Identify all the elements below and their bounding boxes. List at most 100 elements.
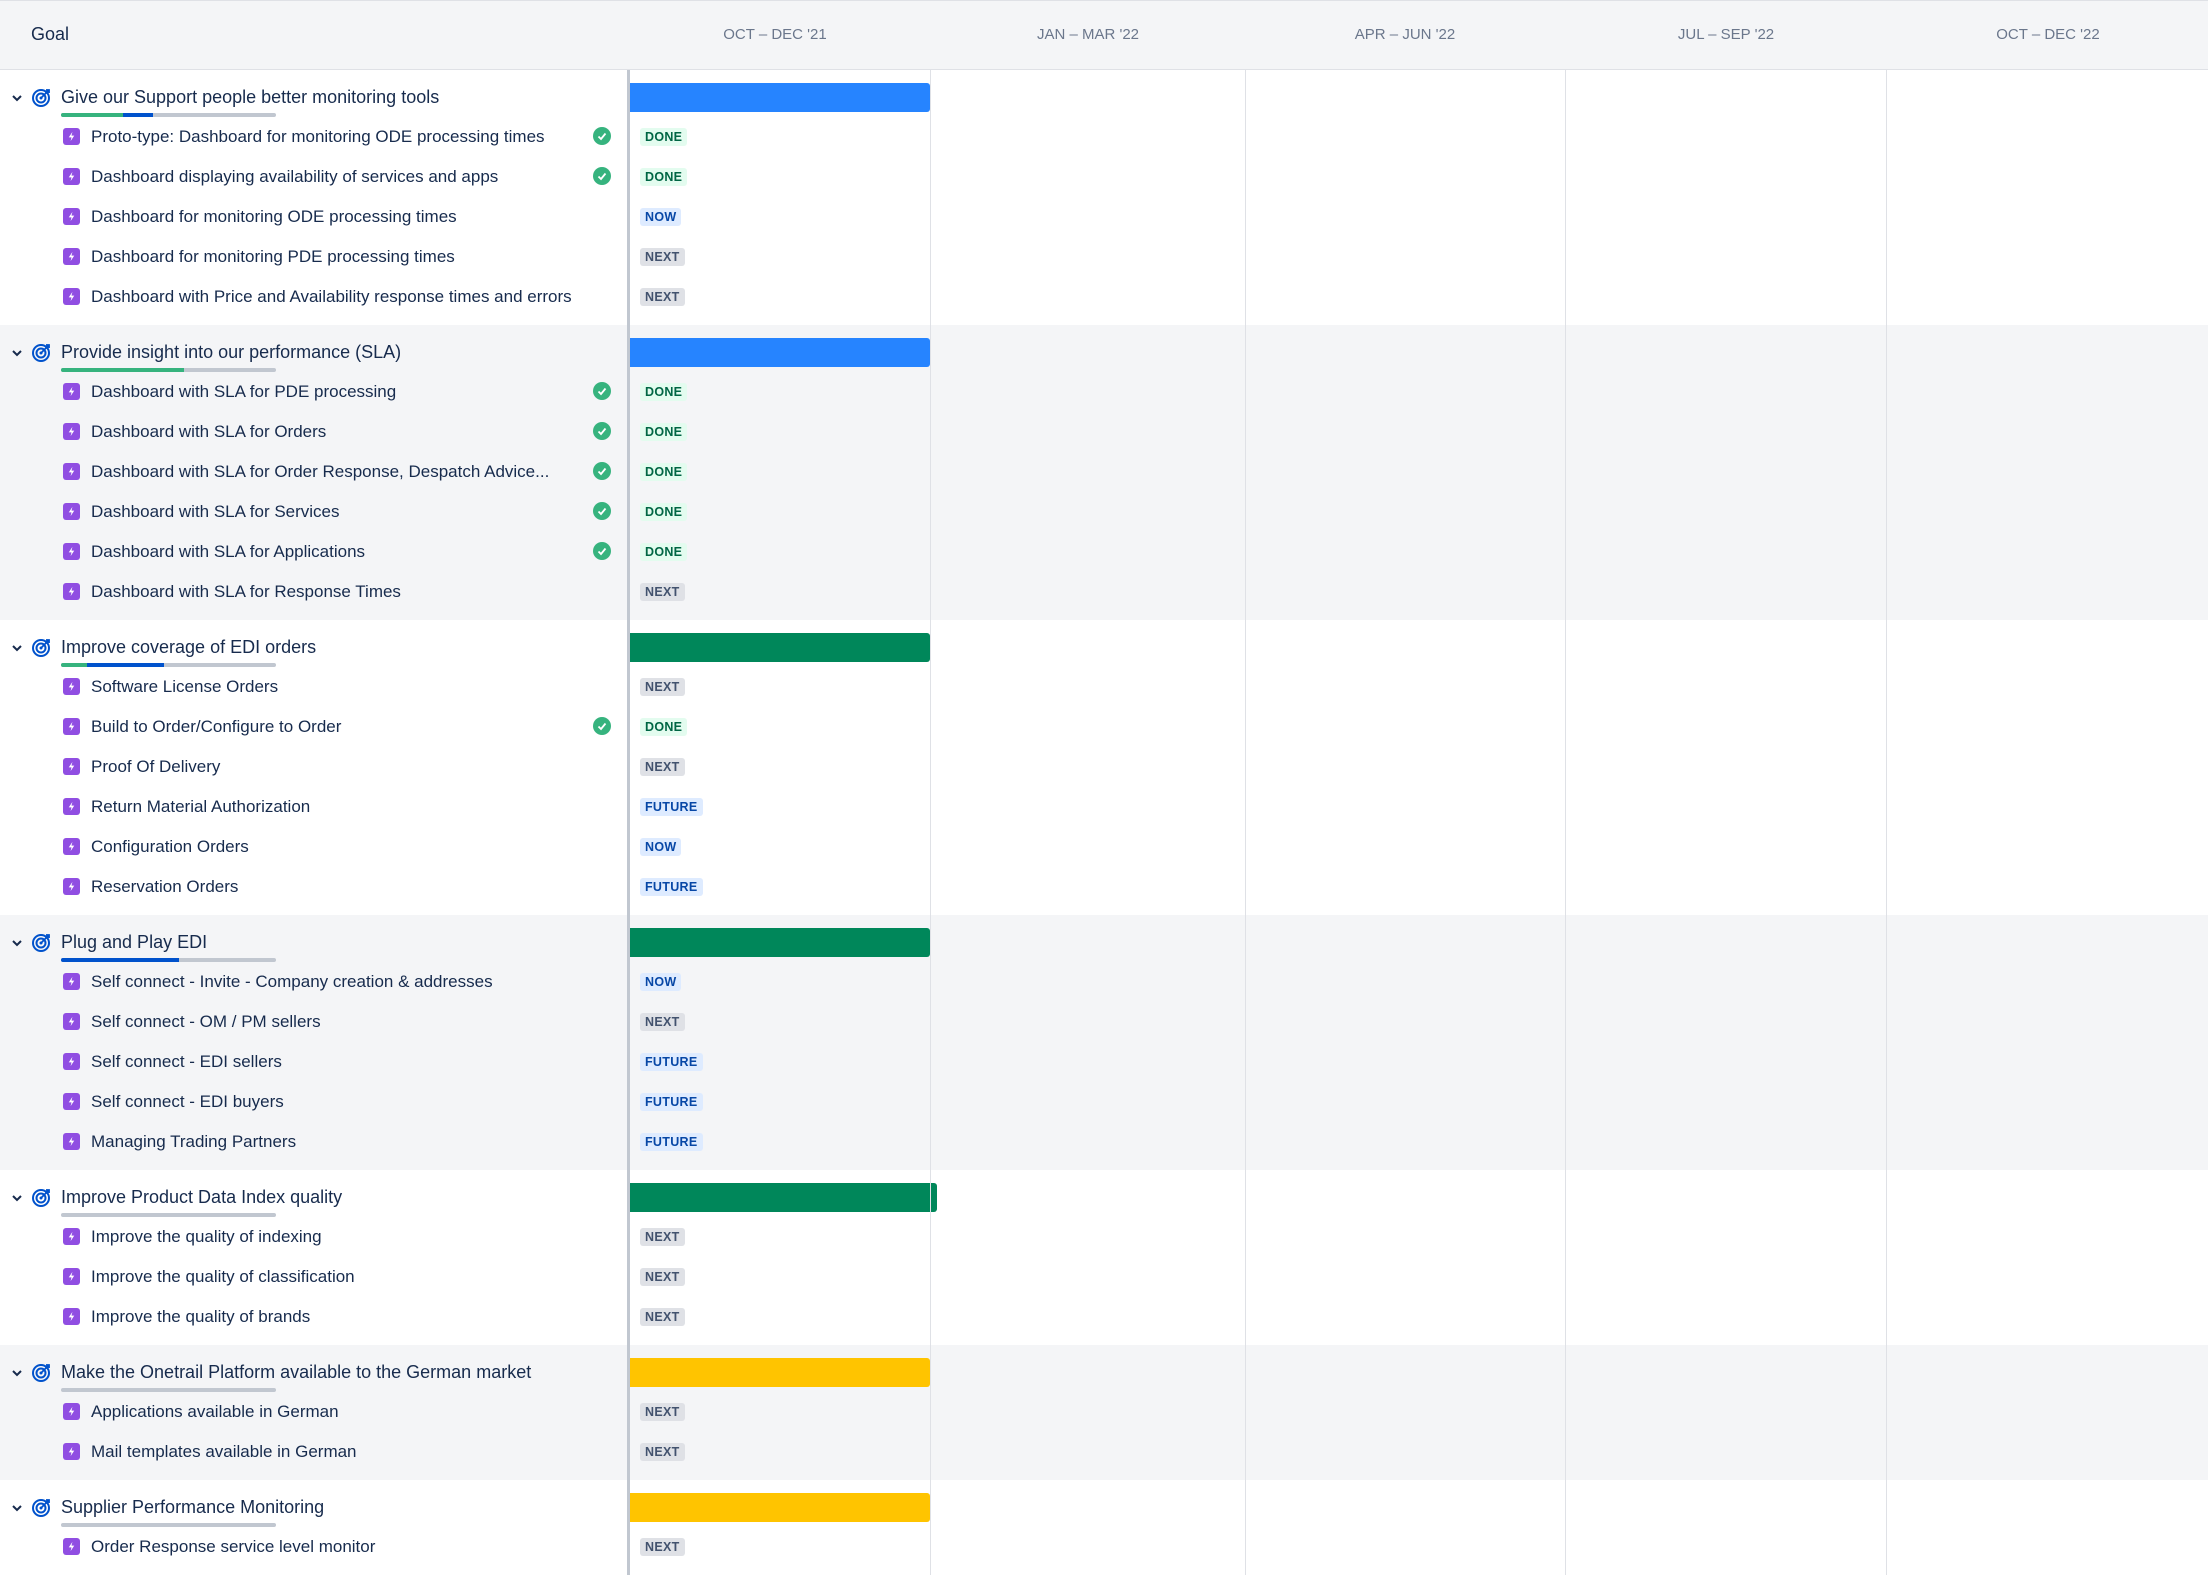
epic-title[interactable]: Dashboard with SLA for PDE processing <box>91 382 397 401</box>
goal-title[interactable]: Supplier Performance Monitoring <box>61 1497 325 1517</box>
progress-done-segment <box>61 368 184 372</box>
status-lozenge: DONE <box>640 383 688 401</box>
epic-title[interactable]: Dashboard with SLA for Services <box>91 502 340 521</box>
epic-lightning-icon <box>63 1053 80 1070</box>
status-lozenge: NOW <box>640 208 682 226</box>
epic-title[interactable]: Dashboard for monitoring PDE processing … <box>91 247 455 266</box>
status-lozenge: DONE <box>640 503 688 521</box>
complete-check-icon <box>593 502 611 520</box>
epic-lightning-icon <box>63 1268 80 1285</box>
epic-title[interactable]: Dashboard with SLA for Order Response, D… <box>91 462 550 481</box>
epic-title[interactable]: Self connect - EDI sellers <box>91 1052 282 1071</box>
goal-group <box>0 325 2208 620</box>
status-lozenge: NEXT <box>640 1013 685 1031</box>
epic-title[interactable]: Dashboard displaying availability of ser… <box>91 167 499 186</box>
epic-lightning-icon <box>63 248 80 265</box>
epic-title[interactable]: Reservation Orders <box>91 877 239 896</box>
goal-timeline-bar[interactable] <box>630 338 930 367</box>
status-lozenge: NEXT <box>640 248 685 266</box>
goal-target-icon <box>32 1187 52 1207</box>
goal-column-divider[interactable] <box>627 0 630 1575</box>
collapse-chevron-icon[interactable] <box>10 936 24 950</box>
epic-title[interactable]: Dashboard with Price and Availability re… <box>91 287 572 306</box>
period-header-4: JUL – SEP '22 <box>1677 26 1775 43</box>
epic-lightning-icon <box>63 1443 80 1460</box>
epic-lightning-icon <box>63 168 80 185</box>
epic-lightning-icon <box>63 583 80 600</box>
epic-lightning-icon <box>63 878 80 895</box>
epic-title[interactable]: Mail templates available in German <box>91 1442 357 1461</box>
status-lozenge: NEXT <box>640 1268 685 1286</box>
epic-lightning-icon <box>63 288 80 305</box>
epic-title[interactable]: Proof Of Delivery <box>91 757 221 776</box>
epic-lightning-icon <box>63 383 80 400</box>
goal-timeline-bar[interactable] <box>630 83 930 112</box>
goal-timeline-bar[interactable] <box>630 633 930 662</box>
collapse-chevron-icon[interactable] <box>10 641 24 655</box>
status-lozenge: DONE <box>640 423 688 441</box>
epic-title[interactable]: Build to Order/Configure to Order <box>91 717 342 736</box>
epic-title[interactable]: Proto-type: Dashboard for monitoring ODE… <box>91 127 545 146</box>
epic-lightning-icon <box>63 423 80 440</box>
status-lozenge: FUTURE <box>640 1093 703 1111</box>
goal-target-icon <box>32 87 52 107</box>
epic-title[interactable]: Dashboard with SLA for Applications <box>91 542 366 561</box>
epic-title[interactable]: Dashboard with SLA for Response Times <box>91 582 401 601</box>
goal-title[interactable]: Improve coverage of EDI orders <box>61 637 317 657</box>
status-lozenge: NEXT <box>640 1228 685 1246</box>
collapse-chevron-icon[interactable] <box>10 1366 24 1380</box>
complete-check-icon <box>593 167 611 185</box>
goal-timeline-bar[interactable] <box>630 1183 937 1212</box>
epic-title[interactable]: Self connect - Invite - Company creation… <box>91 972 493 991</box>
status-lozenge: NEXT <box>640 1403 685 1421</box>
status-lozenge: DONE <box>640 543 688 561</box>
epic-title[interactable]: Dashboard with SLA for Orders <box>91 422 327 441</box>
epic-title[interactable]: Self connect - EDI buyers <box>91 1092 284 1111</box>
epic-title[interactable]: Return Material Authorization <box>91 797 311 816</box>
epic-lightning-icon <box>63 678 80 695</box>
goal-timeline-bar[interactable] <box>630 928 930 957</box>
goal-title[interactable]: Provide insight into our performance (SL… <box>61 342 402 362</box>
epic-lightning-icon <box>63 1093 80 1110</box>
goal-title[interactable]: Give our Support people better monitorin… <box>61 87 440 107</box>
goal-timeline-bar[interactable] <box>630 1493 930 1522</box>
collapse-chevron-icon[interactable] <box>10 1501 24 1515</box>
collapse-chevron-icon[interactable] <box>10 346 24 360</box>
goal-progress-bar <box>61 1213 276 1217</box>
epic-title[interactable]: Improve the quality of indexing <box>91 1227 322 1246</box>
goal-title[interactable]: Plug and Play EDI <box>61 932 208 952</box>
progress-in-progress-segment <box>86 663 165 667</box>
status-lozenge: FUTURE <box>640 1133 703 1151</box>
epic-title[interactable]: Self connect - OM / PM sellers <box>91 1012 321 1031</box>
status-lozenge: NEXT <box>640 1443 685 1461</box>
status-lozenge: NOW <box>640 838 682 856</box>
goal-timeline-bar[interactable] <box>630 1358 930 1387</box>
goal-title[interactable]: Improve Product Data Index quality <box>61 1187 343 1207</box>
goal-target-icon <box>32 1362 52 1382</box>
status-lozenge: NEXT <box>640 583 685 601</box>
status-lozenge: FUTURE <box>640 798 703 816</box>
goal-target-icon <box>32 342 52 362</box>
status-lozenge: DONE <box>640 463 688 481</box>
goal-column-header: Goal <box>31 24 70 44</box>
epic-lightning-icon <box>63 798 80 815</box>
epic-title[interactable]: Improve the quality of brands <box>91 1307 311 1326</box>
period-header-1: OCT – DEC '21 <box>723 26 827 43</box>
goal-title[interactable]: Make the Onetrail Platform available to … <box>61 1362 532 1382</box>
goal-progress-bar <box>61 1388 276 1392</box>
collapse-chevron-icon[interactable] <box>10 1191 24 1205</box>
goal-progress-bar <box>61 368 276 372</box>
epic-title[interactable]: Software License Orders <box>91 677 279 696</box>
epic-title[interactable]: Improve the quality of classification <box>91 1267 355 1286</box>
epic-title[interactable]: Dashboard for monitoring ODE processing … <box>91 207 457 226</box>
epic-lightning-icon <box>63 1133 80 1150</box>
collapse-chevron-icon[interactable] <box>10 91 24 105</box>
epic-title[interactable]: Managing Trading Partners <box>91 1132 297 1151</box>
epic-title[interactable]: Applications available in German <box>91 1402 339 1421</box>
status-lozenge: NEXT <box>640 678 685 696</box>
epic-title[interactable]: Configuration Orders <box>91 837 249 856</box>
epic-title[interactable]: Order Response service level monitor <box>91 1537 376 1556</box>
epic-lightning-icon <box>63 1538 80 1555</box>
epic-lightning-icon <box>63 1403 80 1420</box>
goal-progress-bar <box>61 113 276 117</box>
